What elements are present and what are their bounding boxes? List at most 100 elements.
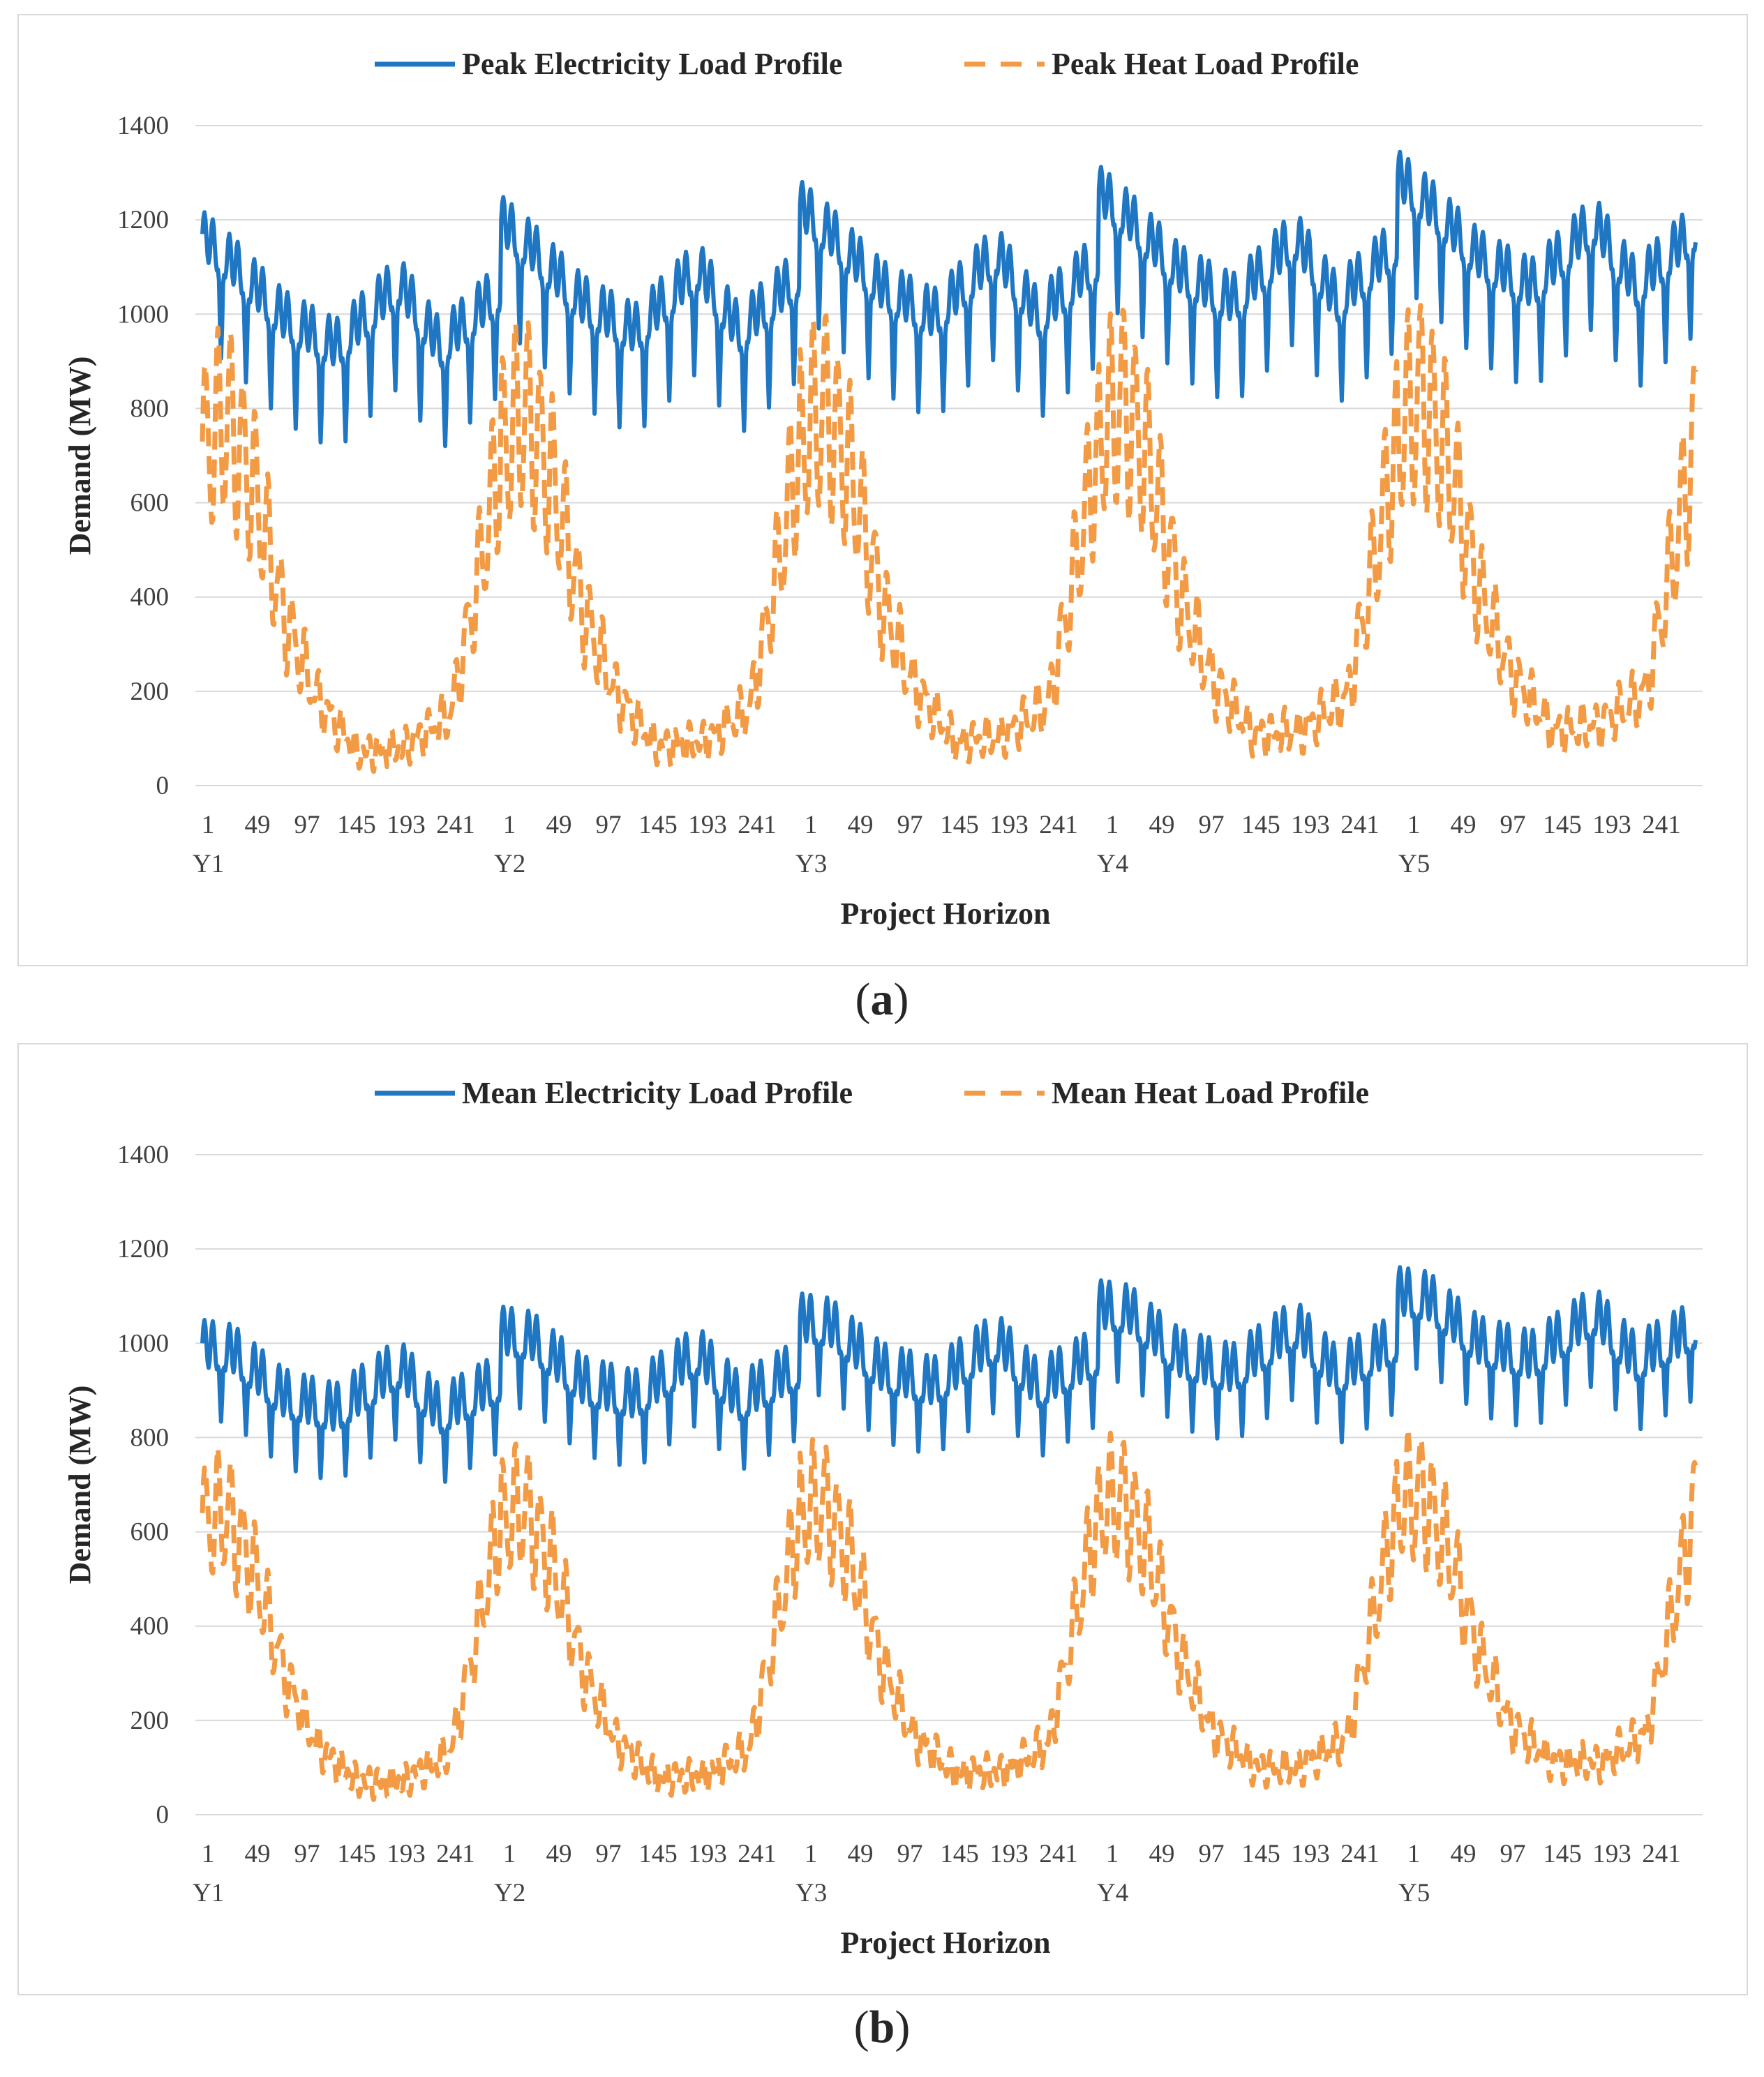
x-axis-title: Project Horizon xyxy=(841,1926,1051,1960)
caption-a-letter: a xyxy=(870,974,894,1025)
year-label: Y3 xyxy=(795,850,827,878)
x-tick-label: 1 xyxy=(202,811,215,839)
year-label: Y2 xyxy=(494,1879,525,1907)
x-tick-label: 1 xyxy=(1407,1840,1421,1868)
year-label: Y1 xyxy=(193,850,224,878)
x-tick-label: 241 xyxy=(1340,1840,1380,1868)
x-tick-label: 193 xyxy=(1592,1840,1631,1868)
y-tick-label: 400 xyxy=(130,583,170,612)
x-tick-label: 241 xyxy=(1039,1840,1078,1868)
series-line-electricity xyxy=(200,149,1698,449)
x-tick-label: 49 xyxy=(1451,1840,1477,1868)
y-tick-label: 1200 xyxy=(117,206,169,234)
y-tick-label: 1400 xyxy=(117,1141,169,1169)
y-tick-label: 200 xyxy=(130,1707,170,1735)
legend-electricity-label: Peak Electricity Load Profile xyxy=(462,47,842,81)
chart-a-svg: 0 200 400 600 800 1000 1200 1400 1 49 97 145 193 241 Y… xyxy=(63,47,1703,931)
x-tick-label: 193 xyxy=(989,811,1029,839)
x-tick-label: 97 xyxy=(596,1840,622,1868)
x-tick-label: 145 xyxy=(1241,811,1280,839)
x-tick-label: 97 xyxy=(897,811,923,839)
year-label: Y2 xyxy=(494,850,525,878)
x-tick-label: 145 xyxy=(1241,1840,1280,1868)
year-label: Y3 xyxy=(795,1879,827,1907)
x-tick-label: 241 xyxy=(1642,811,1681,839)
series-line-heat xyxy=(200,1426,1698,1802)
chart-panel-b: 0 200 400 600 800 1000 1200 1400 1 49 97 145 193 241 Y… xyxy=(17,1043,1748,1995)
year-label: Y5 xyxy=(1398,1879,1430,1907)
caption-b: (b) xyxy=(853,2002,911,2053)
x-tick-label: 49 xyxy=(848,811,874,839)
x-tick-label: 97 xyxy=(596,811,622,839)
y-tick-label: 1000 xyxy=(117,1329,169,1358)
caption-b-letter: b xyxy=(869,2002,895,2053)
x-tick-label: 1 xyxy=(1106,811,1119,839)
x-tick-label: 193 xyxy=(1291,1840,1330,1868)
x-tick-label: 145 xyxy=(940,811,979,839)
x-tick-label: 145 xyxy=(638,1840,678,1868)
caption-a: (a) xyxy=(855,974,909,1025)
x-tick-label: 97 xyxy=(897,1840,923,1868)
x-tick-label: 145 xyxy=(337,1840,376,1868)
x-tick-label: 49 xyxy=(546,1840,572,1868)
y-tick-label: 600 xyxy=(130,1518,170,1547)
y-tick-label: 1000 xyxy=(117,300,169,329)
y-tick-label: 0 xyxy=(156,1801,170,1829)
x-tick-label: 97 xyxy=(294,1840,320,1868)
x-tick-label: 241 xyxy=(1039,811,1078,839)
y-tick-label: 800 xyxy=(130,394,170,423)
x-tick-label: 1 xyxy=(503,811,516,839)
x-tick-label: 145 xyxy=(1543,811,1582,839)
legend-heat-label: Mean Heat Load Profile xyxy=(1052,1076,1369,1110)
y-tick-label: 200 xyxy=(130,677,170,706)
series-line-electricity xyxy=(200,1265,1698,1484)
x-tick-label: 1 xyxy=(503,1840,516,1868)
x-tick-label: 49 xyxy=(1149,1840,1175,1868)
x-tick-label: 49 xyxy=(245,1840,271,1868)
x-tick-label: 241 xyxy=(738,811,777,839)
x-tick-label: 193 xyxy=(688,811,727,839)
year-label: Y4 xyxy=(1097,1879,1128,1907)
y-tick-label: 600 xyxy=(130,489,170,518)
chart-b-svg: 0 200 400 600 800 1000 1200 1400 1 49 97 145 193 241 Y… xyxy=(63,1076,1703,1960)
x-tick-label: 1 xyxy=(202,1840,215,1868)
y-tick-label: 1400 xyxy=(117,112,169,140)
x-tick-label: 49 xyxy=(1451,811,1477,839)
y-tick-label: 800 xyxy=(130,1423,170,1452)
x-tick-label: 193 xyxy=(688,1840,727,1868)
y-axis-title: Demand (MW) xyxy=(63,357,97,555)
x-tick-label: 145 xyxy=(337,811,376,839)
x-tick-label: 241 xyxy=(1340,811,1380,839)
x-axis-title: Project Horizon xyxy=(841,897,1051,931)
year-label: Y5 xyxy=(1398,850,1430,878)
x-tick-label: 97 xyxy=(1500,1840,1526,1868)
x-tick-label: 145 xyxy=(638,811,678,839)
y-tick-label: 0 xyxy=(156,772,170,800)
x-tick-label: 49 xyxy=(848,1840,874,1868)
y-tick-label: 400 xyxy=(130,1612,170,1641)
x-tick-label: 49 xyxy=(1149,811,1175,839)
legend-heat-label: Peak Heat Load Profile xyxy=(1052,47,1359,81)
x-tick-label: 97 xyxy=(294,811,320,839)
x-tick-label: 97 xyxy=(1199,1840,1225,1868)
x-tick-label: 241 xyxy=(436,811,475,839)
y-axis-title: Demand (MW) xyxy=(63,1386,97,1584)
x-tick-label: 193 xyxy=(387,811,426,839)
y-tick-label: 1200 xyxy=(117,1235,169,1264)
x-tick-label: 241 xyxy=(436,1840,475,1868)
x-tick-label: 1 xyxy=(805,811,818,839)
x-tick-label: 1 xyxy=(1106,1840,1119,1868)
x-tick-label: 49 xyxy=(245,811,271,839)
x-tick-label: 49 xyxy=(546,811,572,839)
x-tick-label: 1 xyxy=(1407,811,1421,839)
year-label: Y4 xyxy=(1097,850,1128,878)
x-tick-label: 145 xyxy=(940,1840,979,1868)
x-tick-label: 193 xyxy=(989,1840,1029,1868)
legend-electricity-label: Mean Electricity Load Profile xyxy=(462,1076,853,1110)
x-tick-label: 241 xyxy=(1642,1840,1681,1868)
x-tick-label: 97 xyxy=(1500,811,1526,839)
x-tick-label: 241 xyxy=(738,1840,777,1868)
series-line-heat xyxy=(200,303,1698,774)
x-tick-label: 193 xyxy=(1592,811,1631,839)
x-tick-label: 145 xyxy=(1543,1840,1582,1868)
